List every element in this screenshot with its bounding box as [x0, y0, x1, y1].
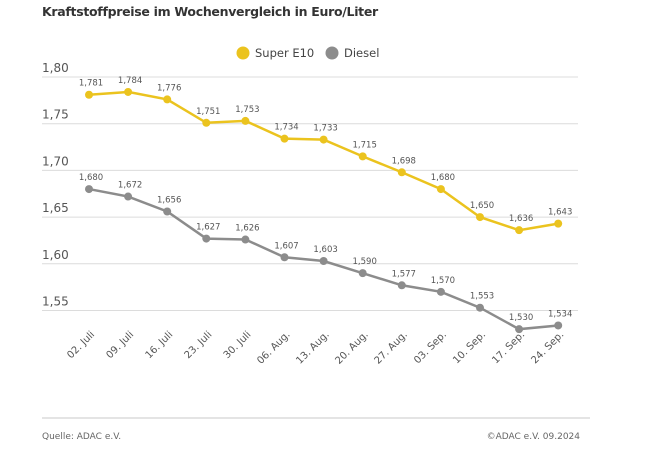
data-point: [202, 234, 211, 243]
data-label: 1,650: [470, 201, 494, 211]
data-label: 1,672: [118, 181, 142, 191]
data-label: 1,784: [118, 76, 142, 86]
data-label: 1,530: [509, 313, 533, 323]
data-label: 1,715: [353, 140, 377, 150]
data-point: [124, 192, 133, 201]
data-point: [241, 116, 250, 125]
x-tick-label: 09. Juli: [104, 329, 136, 361]
x-tick-label: 03. Sep.: [412, 329, 449, 366]
y-tick-label: 1,65: [42, 201, 69, 215]
data-label: 1,627: [196, 223, 220, 233]
y-tick-label: 1,80: [42, 61, 69, 75]
y-tick-label: 1,55: [42, 295, 69, 309]
data-point: [476, 213, 484, 222]
x-tick-label: 27. Aug.: [373, 329, 410, 366]
x-tick-label: 02. Juli: [65, 329, 97, 361]
data-point: [163, 207, 172, 216]
data-label: 1,607: [274, 241, 298, 251]
data-point: [124, 87, 133, 96]
data-point: [202, 118, 211, 127]
legend-label: Diesel: [344, 46, 379, 60]
data-point: [554, 219, 563, 228]
x-tick-label: 24. Sep.: [529, 329, 566, 366]
x-tick-label: 30. Juli: [222, 329, 254, 361]
y-tick-label: 1,60: [42, 248, 69, 262]
data-label: 1,553: [470, 292, 494, 302]
x-tick-label: 06. Aug.: [255, 329, 292, 366]
data-point: [319, 135, 328, 144]
legend-marker: [325, 46, 339, 60]
data-label: 1,656: [157, 195, 181, 205]
x-tick-label: 13. Aug.: [294, 329, 331, 366]
x-tick-label: 10. Sep.: [451, 329, 488, 366]
data-label: 1,680: [79, 173, 103, 183]
data-label: 1,751: [196, 107, 220, 117]
y-tick-label: 1,70: [42, 154, 69, 168]
data-label: 1,776: [157, 83, 181, 93]
data-label: 1,570: [431, 276, 455, 286]
legend-marker: [236, 46, 250, 60]
source-note: Quelle: ADAC e.V.: [42, 432, 122, 442]
copyright-note: ©ADAC e.V. 09.2024: [486, 432, 580, 442]
data-point: [436, 287, 445, 296]
data-point: [85, 185, 93, 194]
data-point: [358, 269, 367, 278]
legend-label: Super E10: [255, 46, 314, 60]
data-label: 1,626: [235, 224, 259, 234]
data-point: [397, 281, 406, 290]
x-tick-label: 23. Juli: [183, 329, 215, 361]
data-point: [163, 95, 172, 104]
data-point: [554, 321, 563, 330]
data-label: 1,734: [274, 123, 298, 133]
data-point: [280, 253, 289, 262]
data-label: 1,636: [509, 214, 533, 224]
data-point: [515, 325, 524, 334]
data-point: [358, 152, 367, 161]
data-label: 1,603: [313, 245, 337, 255]
data-point: [280, 134, 289, 143]
data-label: 1,643: [548, 208, 572, 218]
data-point: [476, 303, 484, 312]
x-tick-label: 17. Sep.: [490, 329, 527, 366]
data-point: [319, 256, 328, 265]
x-tick-label: 16. Juli: [144, 329, 176, 361]
data-label: 1,680: [431, 173, 455, 183]
data-label: 1,781: [79, 79, 103, 89]
data-point: [85, 90, 93, 99]
data-point: [515, 226, 524, 235]
x-tick-label: 20. Aug.: [333, 329, 370, 366]
data-label: 1,534: [548, 309, 572, 319]
data-point: [436, 185, 445, 194]
data-label: 1,577: [392, 269, 416, 279]
data-label: 1,733: [313, 124, 337, 134]
chart-title: Kraftstoffpreise im Wochenvergleich in E…: [42, 4, 378, 19]
data-point: [397, 168, 406, 177]
data-label: 1,590: [353, 257, 377, 267]
data-label: 1,698: [392, 156, 416, 166]
y-tick-label: 1,75: [42, 108, 69, 122]
data-point: [241, 235, 250, 244]
data-label: 1,753: [235, 105, 259, 115]
